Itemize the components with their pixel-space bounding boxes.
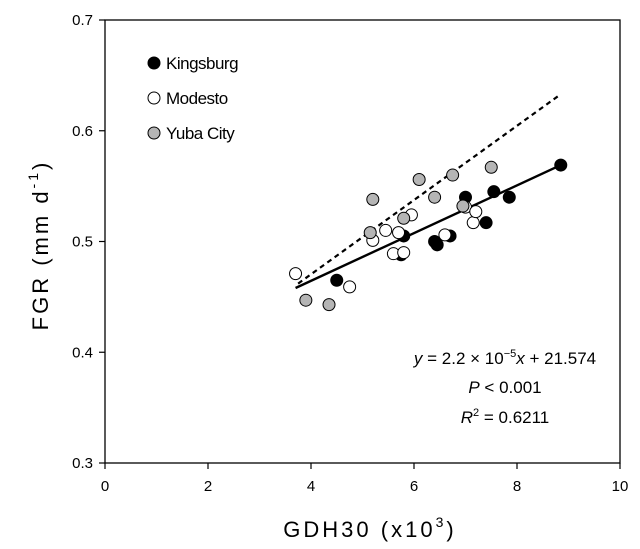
y-tick-label: 0.6	[72, 123, 93, 140]
yuba-city-point	[456, 199, 470, 213]
yuba-city-point	[299, 293, 313, 307]
legend-marker-kingsburg	[147, 56, 161, 70]
yuba-city-point	[397, 211, 411, 225]
legend-label-kingsburg: Kingsburg	[166, 54, 238, 73]
kingsburg-point	[502, 190, 516, 204]
x-axis-title-end: )	[446, 517, 456, 542]
yuba-city-point	[363, 226, 377, 240]
legend-marker-modesto	[147, 91, 161, 105]
yuba-city-point	[322, 298, 336, 312]
kingsburg-point	[554, 158, 568, 172]
r-squared-annotation: R2 = 0.6211	[461, 407, 550, 427]
yuba-city-point	[446, 168, 460, 182]
p-var: P	[468, 378, 480, 397]
y-tick-label: 0.5	[72, 234, 93, 251]
x-tick-label: 4	[307, 478, 315, 495]
r-var: R	[461, 408, 473, 427]
equation-x-var: x	[515, 349, 525, 368]
p-value: < 0.001	[480, 378, 542, 397]
regression-lines	[295, 93, 562, 290]
kingsburg-point	[330, 273, 344, 287]
legend-label-yuba-city: Yuba City	[166, 124, 235, 143]
x-tick-label: 0	[101, 478, 109, 495]
x-axis-title: GDH30 (x103)	[283, 514, 456, 542]
yuba-city-point	[366, 192, 380, 206]
modesto-point	[469, 205, 483, 219]
y-tick-label: 0.7	[72, 12, 93, 29]
y-tick-label: 0.3	[72, 455, 93, 472]
modesto-point	[392, 226, 406, 240]
x-tick-label: 6	[410, 478, 418, 495]
legend: Kingsburg Modesto Yuba City	[147, 54, 239, 143]
y-axis-title-exponent: -1	[25, 170, 41, 188]
y-axis-title: FGR (mm d-1)	[25, 160, 53, 331]
dashed-regression-line	[297, 93, 562, 285]
kingsburg-point	[487, 185, 501, 199]
r-squared-value: = 0.6211	[479, 408, 549, 427]
modesto-point	[379, 223, 393, 237]
x-tick-label: 2	[204, 478, 212, 495]
yuba-city-point	[428, 190, 442, 204]
yuba-city-point	[484, 160, 498, 174]
solid-regression-line	[295, 163, 562, 290]
equation-exponent: −5	[504, 348, 517, 360]
data-points	[289, 158, 568, 312]
equation-intercept: + 21.574	[525, 349, 596, 368]
axis-ticks: 0 2 4 6 8 10 0.3 0.4 0.5 0.6 0.7	[72, 12, 628, 495]
plot-frame	[104, 19, 621, 464]
modesto-point	[343, 280, 357, 294]
y-tick-label: 0.4	[72, 344, 93, 361]
kingsburg-point	[430, 238, 444, 252]
legend-label-modesto: Modesto	[166, 89, 228, 108]
y-axis-title-end: )	[28, 160, 53, 170]
r-exponent: 2	[473, 407, 479, 419]
x-tick-label: 10	[612, 478, 629, 495]
x-axis-title-exponent: 3	[436, 514, 447, 530]
kingsburg-point	[479, 216, 493, 230]
x-tick-label: 8	[513, 478, 521, 495]
equation-y-var: y	[413, 349, 424, 368]
y-axis-title-main: FGR (mm d	[28, 188, 53, 330]
modesto-point	[289, 267, 303, 281]
equation-annotation: y = 2.2 × 10−5x + 21.574	[413, 348, 596, 368]
p-value-annotation: P < 0.001	[468, 378, 541, 397]
modesto-point	[438, 228, 452, 242]
equation-coefficient: = 2.2 × 10	[422, 349, 503, 368]
yuba-city-point	[412, 172, 426, 186]
modesto-point	[397, 246, 411, 260]
plot-area	[104, 19, 621, 464]
modesto-point	[466, 216, 480, 230]
legend-marker-yuba-city	[147, 126, 161, 140]
x-axis-title-main: GDH30 (x10	[283, 517, 435, 542]
